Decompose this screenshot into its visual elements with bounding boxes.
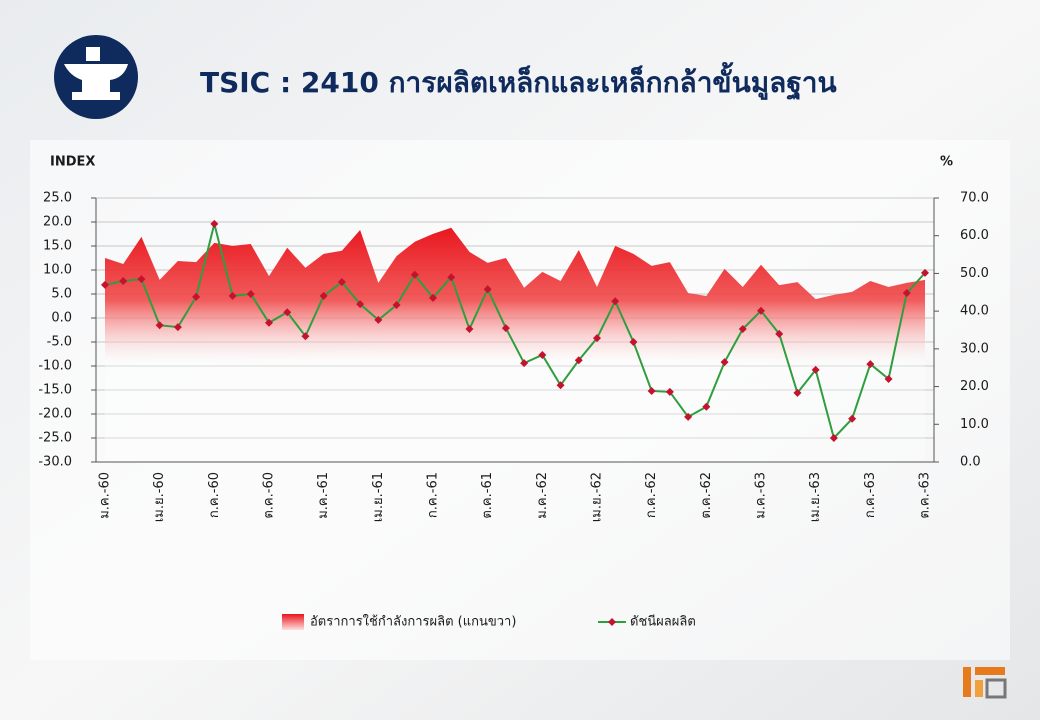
index-marker — [283, 308, 292, 317]
x-tick-label: ก.ค.-62 — [644, 472, 659, 518]
index-marker — [829, 434, 838, 442]
index-marker — [483, 285, 492, 294]
index-marker — [593, 334, 601, 343]
index-marker — [811, 365, 820, 374]
index-marker — [374, 315, 383, 324]
logo — [54, 35, 138, 119]
index-marker — [119, 277, 128, 286]
index-marker — [101, 280, 109, 289]
y-tick-label: 10.0 — [43, 263, 72, 278]
y2-tick-label: 20.0 — [960, 379, 989, 394]
index-marker — [265, 318, 273, 327]
x-tick-label: เม.ย.-63 — [808, 472, 823, 522]
footer-logo — [963, 667, 1007, 699]
y2-tick-label: 30.0 — [960, 341, 989, 356]
index-marker — [228, 291, 237, 300]
index-marker — [738, 325, 747, 334]
index-marker — [301, 332, 310, 341]
y-tick-label: -15.0 — [38, 383, 72, 398]
y2-axis-label: % — [940, 155, 953, 170]
y2-tick-label: 0.0 — [960, 455, 981, 470]
x-tick-label: ต.ค.-61 — [480, 472, 495, 519]
index-marker — [520, 359, 529, 368]
y2-tick-label: 50.0 — [960, 266, 989, 281]
index-marker — [210, 219, 219, 228]
index-marker — [884, 374, 893, 383]
y-tick-label: 20.0 — [43, 215, 72, 230]
index-marker — [866, 360, 875, 369]
y-tick-label: 15.0 — [43, 239, 72, 254]
index-marker — [447, 273, 456, 282]
y-tick-label: 25.0 — [43, 191, 72, 206]
index-marker — [848, 414, 857, 423]
x-tick-label: เม.ย.-61 — [371, 472, 386, 522]
chart-title: TSIC : 2410 การผลิตเหล็กและเหล็กกล้าขั้น… — [200, 61, 837, 101]
y-tick-label: -20.0 — [38, 407, 72, 422]
index-marker — [611, 297, 620, 306]
index-marker — [757, 306, 765, 315]
index-marker — [356, 300, 365, 309]
y2-tick-label: 10.0 — [960, 417, 989, 432]
index-marker — [684, 412, 693, 421]
index-marker — [775, 329, 784, 338]
index-marker — [192, 292, 201, 301]
index-marker — [173, 323, 182, 332]
x-tick-label: ม.ค.-60 — [98, 472, 113, 519]
index-marker — [410, 270, 419, 279]
x-tick-label: ก.ค.-61 — [426, 472, 441, 518]
index-marker — [538, 350, 547, 359]
legend-swatch — [282, 614, 304, 630]
index-marker — [556, 381, 565, 390]
x-tick-label: ต.ค.-60 — [262, 472, 277, 519]
y-tick-label: -25.0 — [38, 431, 72, 446]
index-marker — [720, 358, 729, 367]
index-marker — [429, 293, 437, 302]
index-marker — [392, 301, 401, 310]
x-tick-label: ก.ค.-63 — [863, 472, 878, 518]
index-marker — [501, 324, 510, 333]
y2-tick-label: 60.0 — [960, 228, 989, 243]
x-tick-label: ม.ค.-63 — [754, 472, 769, 519]
x-tick-label: ต.ค.-63 — [918, 472, 933, 519]
index-marker — [319, 291, 328, 300]
index-marker — [337, 278, 346, 286]
index-marker — [921, 268, 929, 277]
legend-label: อัตราการใช้กำลังการผลิต (แกนขวา) — [310, 614, 516, 630]
legend-label: ดัชนีผลผลิต — [630, 614, 696, 630]
x-tick-label: ม.ค.-62 — [535, 472, 550, 519]
y-tick-label: -10.0 — [38, 359, 72, 374]
index-marker — [629, 338, 638, 346]
x-tick-label: ก.ค.-60 — [207, 472, 222, 518]
index-marker — [793, 388, 802, 397]
y-tick-label: 0.0 — [51, 311, 72, 326]
index-line — [104, 223, 926, 440]
y-tick-label: -5.0 — [47, 335, 72, 350]
x-tick-label: เม.ย.-62 — [590, 472, 605, 522]
index-marker — [702, 402, 711, 411]
index-marker — [647, 386, 656, 395]
y-tick-label: -30.0 — [38, 455, 72, 470]
index-marker — [574, 356, 583, 365]
legend-marker — [608, 618, 616, 626]
y2-tick-label: 70.0 — [960, 191, 989, 206]
index-marker — [465, 325, 474, 334]
x-tick-label: ม.ค.-61 — [316, 472, 331, 519]
x-tick-label: เม.ย.-60 — [152, 472, 167, 522]
y-axis-label: INDEX — [50, 155, 95, 170]
y2-tick-label: 40.0 — [960, 304, 989, 319]
index-marker — [246, 290, 255, 298]
index-marker — [665, 387, 674, 396]
index-marker — [137, 275, 146, 284]
x-tick-label: ต.ค.-62 — [699, 472, 714, 519]
index-marker — [902, 289, 911, 298]
y-tick-label: 5.0 — [51, 287, 72, 302]
index-marker — [155, 321, 164, 330]
